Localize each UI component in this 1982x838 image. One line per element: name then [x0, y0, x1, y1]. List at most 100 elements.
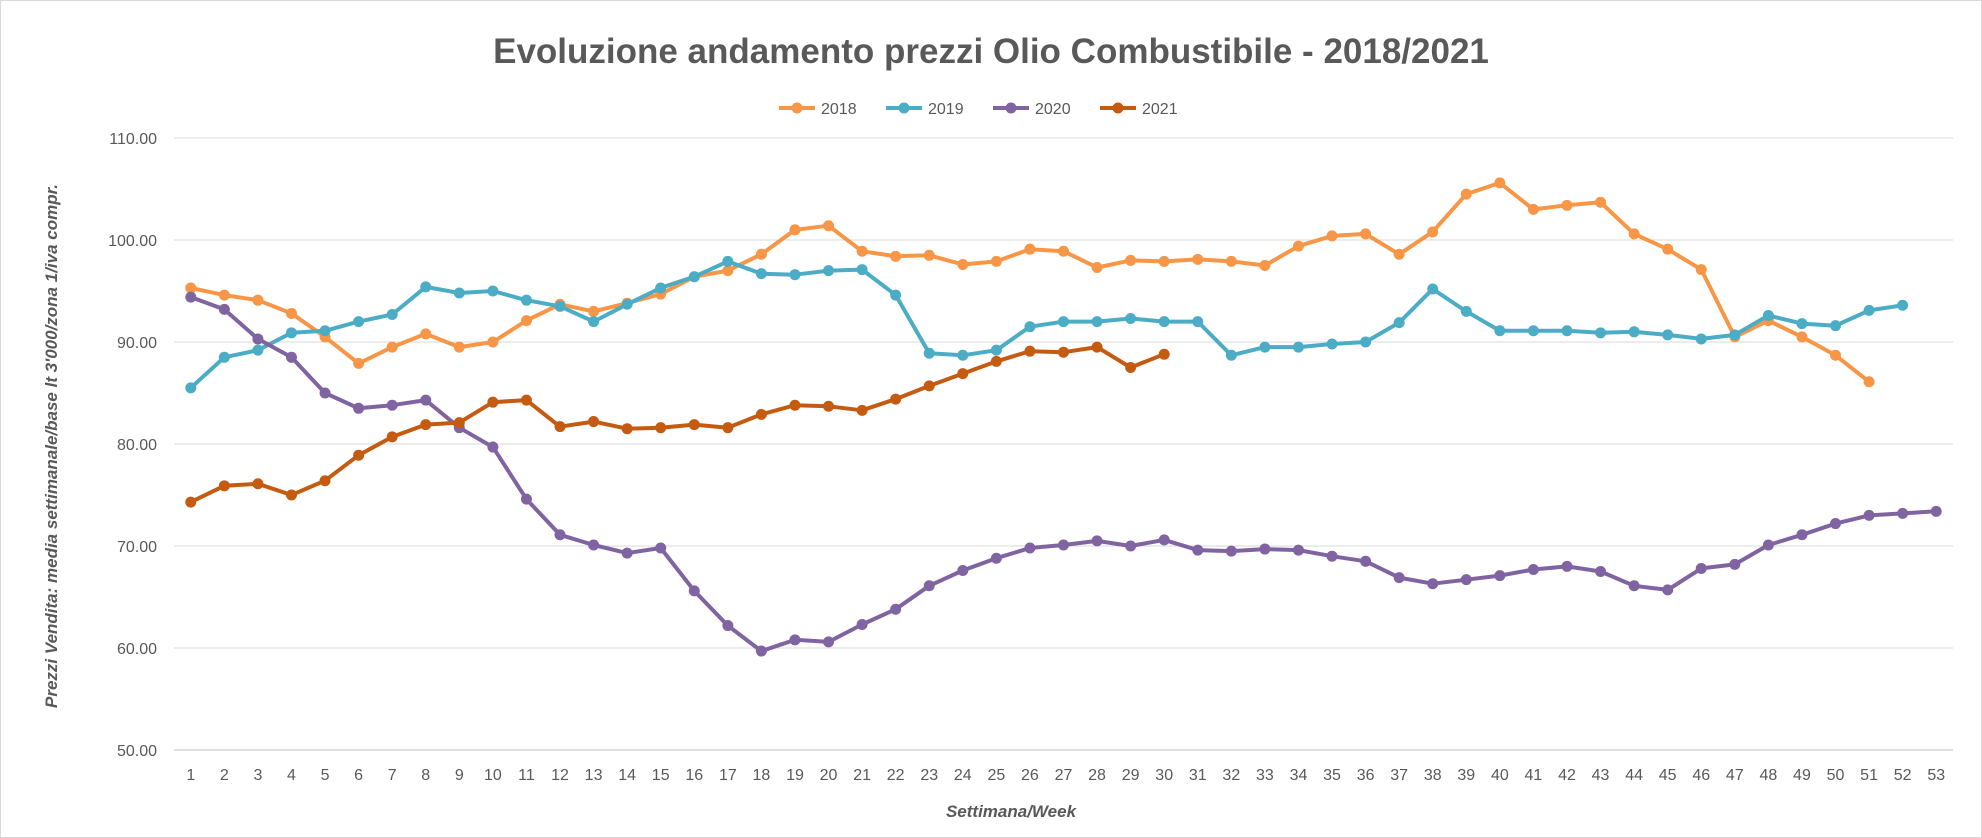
data-point	[722, 265, 734, 277]
data-point	[722, 620, 734, 632]
data-point	[1830, 518, 1842, 530]
data-point	[957, 368, 969, 380]
legend-label: 2018	[821, 101, 857, 118]
data-point	[1360, 555, 1372, 567]
data-point	[856, 404, 868, 416]
data-point	[856, 245, 868, 257]
data-point	[1360, 228, 1372, 240]
data-point	[1460, 574, 1472, 586]
data-point	[1326, 230, 1338, 242]
data-point	[823, 636, 835, 648]
data-point	[453, 417, 465, 429]
data-point	[1158, 316, 1170, 328]
y-tick-label: 100.00	[108, 233, 157, 250]
data-point	[1259, 341, 1271, 353]
data-point	[923, 380, 935, 392]
data-point	[1863, 304, 1875, 316]
x-tick-label: 30	[1155, 767, 1173, 784]
data-point	[1024, 243, 1036, 255]
data-point	[1762, 309, 1774, 321]
data-point	[1595, 566, 1607, 577]
data-point	[252, 333, 264, 345]
data-point	[990, 355, 1002, 367]
legend-item-2019: 2019	[886, 101, 964, 118]
x-tick-label: 5	[321, 767, 330, 784]
data-point	[890, 250, 902, 262]
data-point	[185, 496, 197, 508]
data-point	[1494, 570, 1506, 582]
data-point	[554, 421, 566, 433]
data-point	[990, 255, 1002, 267]
data-point	[1796, 318, 1808, 330]
x-tick-label: 34	[1290, 767, 1308, 784]
x-tick-label: 18	[753, 767, 771, 784]
data-point	[722, 255, 734, 267]
data-point	[1091, 341, 1103, 353]
legend-marker	[898, 102, 910, 114]
data-point	[957, 258, 969, 270]
legend-marker	[791, 102, 803, 114]
data-point	[520, 315, 532, 327]
data-point	[1460, 305, 1472, 317]
x-tick-label: 25	[987, 767, 1005, 784]
x-tick-label: 39	[1457, 767, 1475, 784]
x-tick-label: 28	[1088, 767, 1106, 784]
data-point	[1561, 199, 1573, 211]
x-tick-label: 3	[253, 767, 262, 784]
data-point	[1427, 283, 1439, 295]
data-point	[923, 580, 935, 592]
data-point	[1192, 316, 1204, 328]
data-point	[1830, 349, 1842, 361]
data-point	[1695, 264, 1707, 276]
data-point	[1125, 362, 1137, 373]
data-point	[688, 271, 700, 283]
data-point	[1292, 240, 1304, 252]
x-tick-label: 23	[920, 767, 938, 784]
data-point	[688, 585, 700, 597]
data-point	[252, 344, 264, 356]
x-tick-label: 8	[421, 767, 430, 784]
data-point	[755, 645, 767, 657]
x-tick-label: 22	[887, 767, 905, 784]
x-tick-label: 38	[1424, 767, 1442, 784]
data-point	[520, 294, 532, 306]
x-tick-label: 26	[1021, 767, 1039, 784]
x-tick-label: 13	[585, 767, 603, 784]
data-point	[588, 316, 600, 328]
x-tick-label: 35	[1323, 767, 1341, 784]
data-point	[990, 344, 1002, 356]
data-point	[789, 634, 801, 646]
chart-title: Evoluzione andamento prezzi Olio Combust…	[493, 32, 1489, 71]
data-point	[890, 603, 902, 615]
data-point	[890, 393, 902, 405]
y-tick-label: 70.00	[117, 539, 157, 556]
x-tick-label: 40	[1491, 767, 1509, 784]
x-tick-label: 47	[1726, 767, 1744, 784]
data-point	[252, 478, 264, 490]
data-point	[1628, 580, 1640, 592]
data-point	[789, 399, 801, 411]
data-point	[1024, 345, 1036, 357]
x-tick-label: 52	[1894, 767, 1912, 784]
legend-item-2021: 2021	[1100, 101, 1178, 118]
data-point	[1024, 542, 1036, 554]
data-point	[1393, 317, 1405, 329]
legend: 2018 2019 2020 2021	[779, 101, 1178, 118]
series-2019	[185, 255, 1909, 394]
data-point	[1628, 228, 1640, 240]
x-tick-label: 1	[186, 767, 195, 784]
data-point	[1561, 560, 1573, 572]
data-point	[1527, 325, 1539, 337]
data-point	[1292, 341, 1304, 353]
data-point	[1058, 539, 1069, 551]
data-point	[923, 347, 935, 359]
data-point	[789, 269, 801, 281]
legend-marker	[1112, 102, 1124, 114]
data-point	[755, 408, 767, 420]
data-point	[1259, 260, 1271, 271]
data-point	[1595, 196, 1607, 208]
data-point	[588, 305, 600, 317]
data-point	[1125, 313, 1137, 325]
data-point	[1158, 255, 1170, 267]
data-point	[218, 289, 230, 301]
